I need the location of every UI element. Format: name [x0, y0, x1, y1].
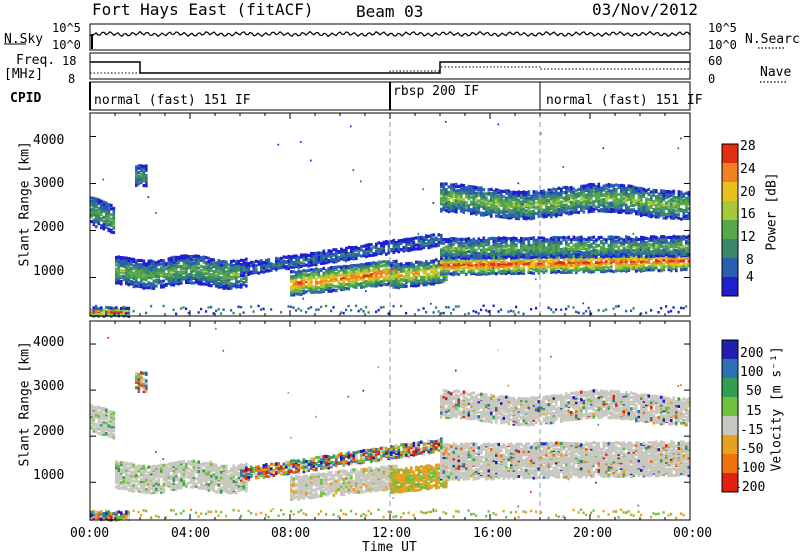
noise-sky-line [90, 32, 690, 37]
velocity-colorbar-segment [722, 416, 738, 435]
velocity-colorbar-segment [722, 397, 738, 416]
power-colorbar-segment [722, 144, 738, 163]
velocity-colorbar-segment [722, 340, 738, 359]
velocity-colorbar-segment [722, 435, 738, 454]
power-colorbar-segment [722, 201, 738, 220]
velocity-colorbar-segment [722, 473, 738, 492]
power-colorbar-segment [722, 258, 738, 277]
power-colorbar-segment [722, 239, 738, 258]
power-colorbar-segment [722, 277, 738, 296]
velocity-colorbar-segment [722, 454, 738, 473]
velocity-colorbar-segment [722, 359, 738, 378]
noise-panel-frame [90, 24, 690, 50]
power-colorbar-segment [722, 163, 738, 182]
velocity-colorbar-segment [722, 378, 738, 397]
freq-panel-frame [90, 53, 690, 79]
nave-line [90, 67, 690, 73]
power-colorbar-segment [722, 182, 738, 201]
power-colorbar-segment [722, 220, 738, 239]
